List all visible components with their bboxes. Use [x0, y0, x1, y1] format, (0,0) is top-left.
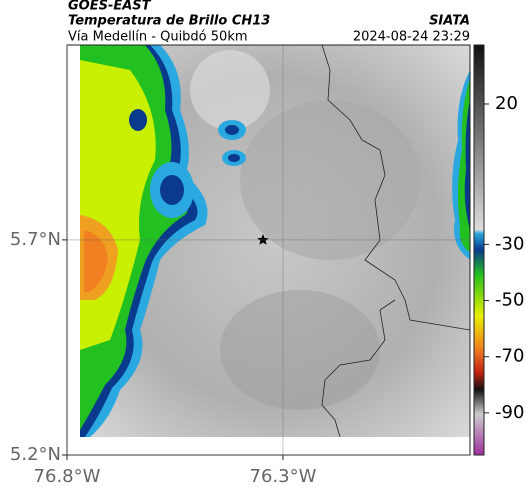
subtitle: Temperatura de Brillo CH13 — [68, 14, 270, 29]
timestamp: 2024-08-24 23:29 — [353, 30, 470, 45]
satellite-image — [80, 45, 470, 437]
colorbar — [473, 44, 485, 456]
colorbar-tick-label: -30 — [495, 233, 524, 254]
route: Vía Medellín - Quibdó 50km — [68, 30, 248, 45]
title: GOES-EAST — [68, 0, 152, 14]
colorbar-tick-label: -90 — [495, 402, 524, 423]
colorbar-tick-label: 20 — [495, 93, 518, 114]
y-tick-label: 5.7°N — [10, 229, 61, 250]
colorbar-tick-label: -50 — [495, 290, 524, 311]
x-tick-label: 76.8°W — [34, 466, 101, 487]
colorbar-tick-label: -70 — [495, 346, 524, 367]
source: SIATA — [429, 14, 470, 29]
y-tick-label: 5.2°N — [10, 444, 61, 465]
x-tick-label: 76.3°W — [250, 466, 317, 487]
location-marker — [257, 234, 269, 245]
